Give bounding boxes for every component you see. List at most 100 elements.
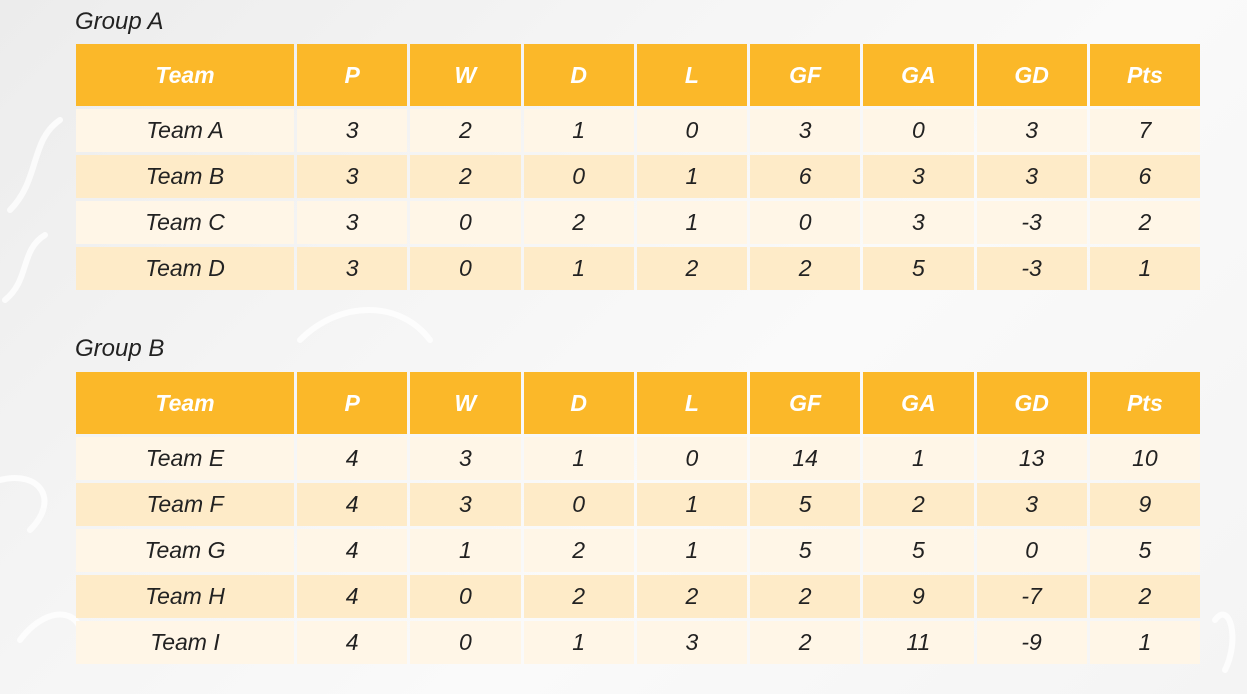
goals-for-cell: 2 [750,247,861,290]
drawn-cell: 2 [523,529,634,572]
table-row: Team I 4 0 1 3 2 11 -9 1 [76,621,1200,664]
table-row: Team E 4 3 1 0 14 1 13 10 [76,437,1200,480]
goals-against-cell: 5 [863,247,974,290]
points-cell: 6 [1089,155,1200,198]
drawn-cell: 0 [523,483,634,526]
won-cell: 3 [410,483,521,526]
lost-cell: 1 [636,529,747,572]
lost-cell: 3 [636,621,747,664]
team-name: Team E [76,437,294,480]
column-header-points: Pts [1089,372,1200,434]
table-header-row: Team P W D L GF GA GD Pts [76,44,1200,106]
column-header-lost: L [636,372,747,434]
won-cell: 3 [410,437,521,480]
played-cell: 3 [297,155,408,198]
column-header-won: W [410,372,521,434]
played-cell: 4 [297,575,408,618]
lost-cell: 1 [636,483,747,526]
standings-table: Team P W D L GF GA GD Pts Team A 3 2 1 0… [73,41,1203,293]
column-header-goals-against: GA [863,44,974,106]
points-cell: 2 [1089,201,1200,244]
goal-difference-cell: 3 [976,155,1087,198]
column-header-drawn: D [523,44,634,106]
goals-against-cell: 11 [863,621,974,664]
team-name: Team I [76,621,294,664]
goal-difference-cell: 3 [976,109,1087,152]
column-header-played: P [297,44,408,106]
goals-for-cell: 0 [750,201,861,244]
lost-cell: 2 [636,575,747,618]
lost-cell: 0 [636,437,747,480]
goals-for-cell: 2 [750,575,861,618]
column-header-team: Team [76,372,294,434]
won-cell: 0 [410,247,521,290]
table-row: Team F 4 3 0 1 5 2 3 9 [76,483,1200,526]
table-row: Team A 3 2 1 0 3 0 3 7 [76,109,1200,152]
table-row: Team H 4 0 2 2 2 9 -7 2 [76,575,1200,618]
column-header-goals-against: GA [863,372,974,434]
points-cell: 9 [1089,483,1200,526]
goal-difference-cell: -3 [976,201,1087,244]
column-header-points: Pts [1089,44,1200,106]
drawn-cell: 2 [523,201,634,244]
column-header-lost: L [636,44,747,106]
team-name: Team D [76,247,294,290]
points-cell: 1 [1089,621,1200,664]
won-cell: 2 [410,109,521,152]
goal-difference-cell: -3 [976,247,1087,290]
won-cell: 2 [410,155,521,198]
goals-for-cell: 5 [750,483,861,526]
played-cell: 4 [297,437,408,480]
played-cell: 4 [297,483,408,526]
team-name: Team B [76,155,294,198]
won-cell: 0 [410,575,521,618]
played-cell: 4 [297,621,408,664]
column-header-goals-for: GF [750,44,861,106]
table-row: Team C 3 0 2 1 0 3 -3 2 [76,201,1200,244]
goals-against-cell: 0 [863,109,974,152]
column-header-goal-difference: GD [976,372,1087,434]
drawn-cell: 1 [523,109,634,152]
goals-against-cell: 1 [863,437,974,480]
standings-table: Team P W D L GF GA GD Pts Team E 4 3 1 0… [73,369,1203,667]
played-cell: 3 [297,201,408,244]
points-cell: 1 [1089,247,1200,290]
group-title: Group B [75,335,165,362]
team-name: Team H [76,575,294,618]
goals-for-cell: 6 [750,155,861,198]
drawn-cell: 0 [523,155,634,198]
lost-cell: 1 [636,155,747,198]
table-row: Team B 3 2 0 1 6 3 3 6 [76,155,1200,198]
goals-for-cell: 14 [750,437,861,480]
column-header-played: P [297,372,408,434]
drawn-cell: 1 [523,437,634,480]
table-row: Team D 3 0 1 2 2 5 -3 1 [76,247,1200,290]
goal-difference-cell: 13 [976,437,1087,480]
column-header-won: W [410,44,521,106]
team-name: Team G [76,529,294,572]
won-cell: 1 [410,529,521,572]
won-cell: 0 [410,201,521,244]
played-cell: 4 [297,529,408,572]
drawn-cell: 2 [523,575,634,618]
team-name: Team A [76,109,294,152]
column-header-drawn: D [523,372,634,434]
goals-for-cell: 5 [750,529,861,572]
group-title: Group A [75,8,164,35]
goals-for-cell: 3 [750,109,861,152]
drawn-cell: 1 [523,621,634,664]
table-header-row: Team P W D L GF GA GD Pts [76,372,1200,434]
column-header-goal-difference: GD [976,44,1087,106]
table-row: Team G 4 1 2 1 5 5 0 5 [76,529,1200,572]
won-cell: 0 [410,621,521,664]
goals-against-cell: 3 [863,155,974,198]
lost-cell: 0 [636,109,747,152]
points-cell: 2 [1089,575,1200,618]
goal-difference-cell: -7 [976,575,1087,618]
points-cell: 7 [1089,109,1200,152]
goals-against-cell: 2 [863,483,974,526]
team-name: Team F [76,483,294,526]
team-name: Team C [76,201,294,244]
goals-for-cell: 2 [750,621,861,664]
goals-against-cell: 9 [863,575,974,618]
